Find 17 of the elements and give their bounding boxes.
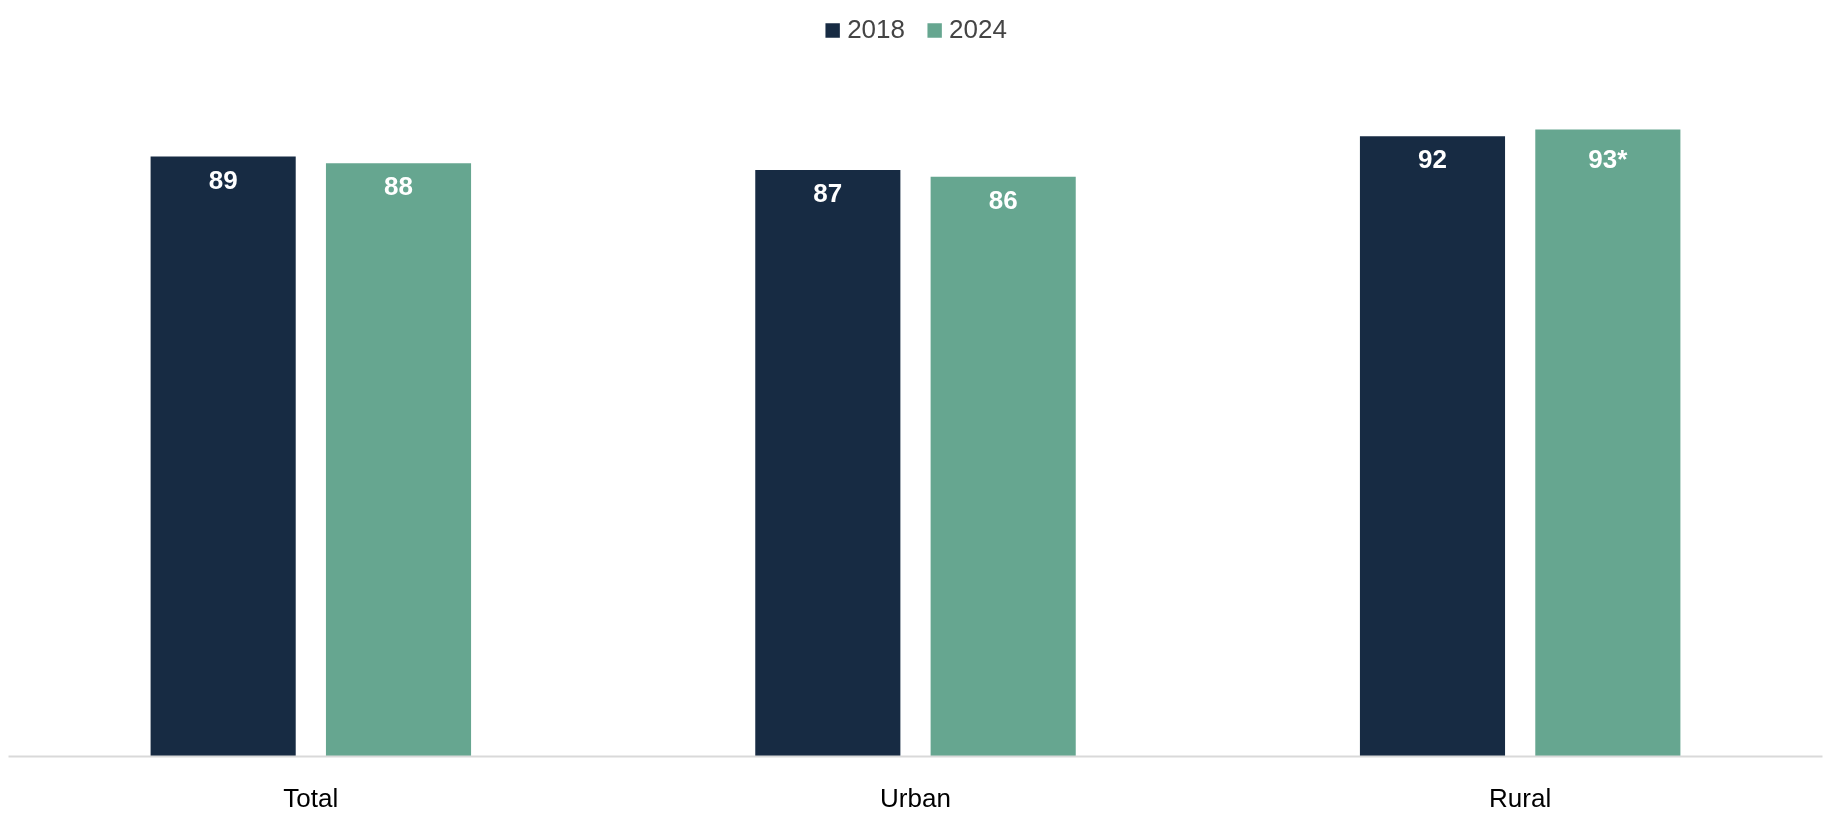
bar bbox=[1535, 129, 1681, 757]
data-label: 93* bbox=[1588, 143, 1629, 174]
data-label: 92 bbox=[1418, 144, 1447, 175]
bar bbox=[755, 170, 901, 757]
legend-label: 2024 bbox=[949, 14, 1007, 45]
bar bbox=[150, 156, 296, 757]
x-tick-label: Urban bbox=[880, 782, 951, 813]
data-label: 88 bbox=[384, 171, 413, 202]
x-tick-label: Rural bbox=[1489, 782, 1552, 813]
data-label: 87 bbox=[813, 178, 843, 209]
bar bbox=[1359, 136, 1506, 757]
bar bbox=[325, 163, 472, 757]
data-label: 89 bbox=[208, 164, 238, 195]
data-label: 86 bbox=[988, 184, 1018, 215]
x-tick-label: Total bbox=[283, 782, 339, 813]
legend-label: 2018 bbox=[847, 14, 905, 45]
bar bbox=[930, 176, 1076, 757]
